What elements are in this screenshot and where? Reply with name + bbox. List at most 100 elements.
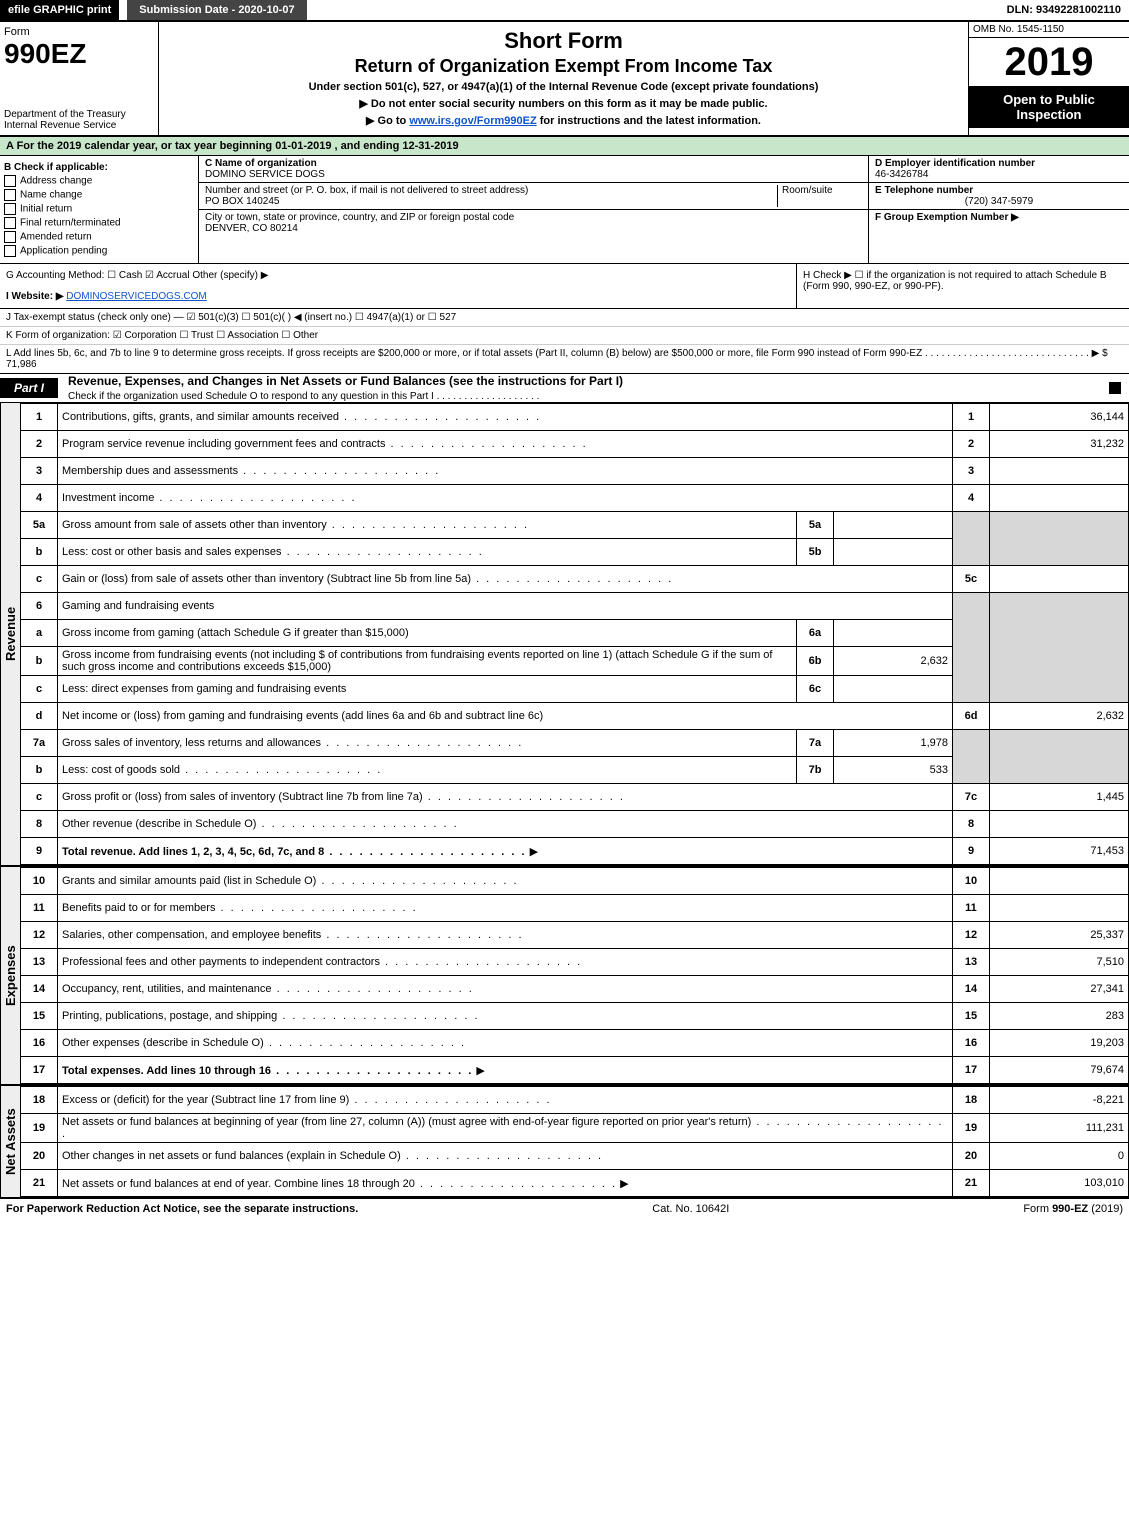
cb-name-change[interactable]: Name change [20,190,82,201]
line-8-desc: Other revenue (describe in Schedule O) [62,818,459,830]
row-g-h: G Accounting Method: ☐ Cash ☑ Accrual Ot… [0,264,1129,309]
submission-date: Submission Date - 2020-10-07 [127,0,306,20]
line-20-desc: Other changes in net assets or fund bala… [62,1150,603,1162]
header-left: Form 990EZ Department of the Treasury In… [0,22,159,135]
column-d-e-f: D Employer identification number 46-3426… [868,156,1129,263]
line-20: 20 Other changes in net assets or fund b… [21,1143,1129,1170]
open-to-public: Open to Public Inspection [969,86,1129,128]
cb-final-return[interactable]: Final return/terminated [20,218,121,229]
line-4-value [990,485,1129,512]
line-12-desc: Salaries, other compensation, and employ… [62,929,524,941]
line-4: 4 Investment income 4 [21,485,1129,512]
form-header: Form 990EZ Department of the Treasury In… [0,22,1129,137]
line-1: 1 Contributions, gifts, grants, and simi… [21,404,1129,431]
line-2-desc: Program service revenue including govern… [62,438,588,450]
line-7b-value: 533 [834,757,953,784]
irs-url-link[interactable]: www.irs.gov/Form990EZ [409,115,536,127]
line-7a: 7a Gross sales of inventory, less return… [21,730,1129,757]
line-2: 2 Program service revenue including gove… [21,431,1129,458]
footer: For Paperwork Reduction Act Notice, see … [0,1198,1129,1219]
period-line-a: A For the 2019 calendar year, or tax yea… [0,137,1129,156]
column-b-checkboxes: B Check if applicable: Address change Na… [0,156,199,263]
form-word: Form [4,26,30,38]
line-5b-value [834,539,953,566]
expenses-section: Expenses 10 Grants and similar amounts p… [0,867,1129,1086]
line-7c: c Gross profit or (loss) from sales of i… [21,784,1129,811]
line-21-value: 103,010 [990,1170,1129,1197]
phone-label: E Telephone number [875,185,973,196]
cb-initial-return[interactable]: Initial return [20,204,72,215]
line-1-desc: Contributions, gifts, grants, and simila… [62,411,541,423]
part-tag: Part I [0,378,58,398]
line-15: 15 Printing, publications, postage, and … [21,1003,1129,1030]
cb-application-pending[interactable]: Application pending [20,246,107,257]
line-12-value: 25,337 [990,922,1129,949]
line-6d-desc: Net income or (loss) from gaming and fun… [58,703,953,730]
line-1-value: 36,144 [990,404,1129,431]
line-10-desc: Grants and similar amounts paid (list in… [62,875,519,887]
line-5a-desc: Gross amount from sale of assets other t… [62,519,529,531]
line-18-desc: Excess or (deficit) for the year (Subtra… [62,1094,552,1106]
line-8-value [990,811,1129,838]
line-15-value: 283 [990,1003,1129,1030]
line-15-desc: Printing, publications, postage, and shi… [62,1010,480,1022]
cb-amended-return[interactable]: Amended return [20,232,92,243]
line-13-desc: Professional fees and other payments to … [62,956,582,968]
org-name-label: C Name of organization [205,158,317,169]
form-of-organization: K Form of organization: ☑ Corporation ☐ … [0,327,1129,345]
tax-year: 2019 [969,38,1129,86]
line-6d: d Net income or (loss) from gaming and f… [21,703,1129,730]
line-19: 19 Net assets or fund balances at beginn… [21,1114,1129,1143]
net-assets-table: 18 Excess or (deficit) for the year (Sub… [20,1086,1129,1197]
meta-rows: J Tax-exempt status (check only one) — ☑… [0,309,1129,374]
line-10-value [990,868,1129,895]
line-19-desc: Net assets or fund balances at beginning… [62,1116,943,1140]
line-21-desc: Net assets or fund balances at end of ye… [62,1178,617,1190]
part-check-line: Check if the organization used Schedule … [68,391,539,402]
efile-print-label[interactable]: efile GRAPHIC print [0,0,119,20]
revenue-side-label: Revenue [0,403,20,865]
goto-suffix: for instructions and the latest informat… [540,115,761,127]
line-17-value: 79,674 [990,1057,1129,1084]
line-2-value: 31,232 [990,431,1129,458]
schedule-o-checkbox[interactable] [1109,382,1121,394]
line-9-desc: Total revenue. Add lines 1, 2, 3, 4, 5c,… [62,846,527,858]
cb-address-change[interactable]: Address change [20,176,92,187]
group-exemption-label: F Group Exemption Number ▶ [875,212,1019,223]
website-link[interactable]: DOMINOSERVICEDOGS.COM [66,291,206,302]
line-14-desc: Occupancy, rent, utilities, and maintena… [62,983,474,995]
line-6c-value [834,676,953,703]
paperwork-notice: For Paperwork Reduction Act Notice, see … [6,1203,358,1215]
net-assets-section: Net Assets 18 Excess or (deficit) for th… [0,1086,1129,1198]
line-7c-desc: Gross profit or (loss) from sales of inv… [62,791,625,803]
line-18: 18 Excess or (deficit) for the year (Sub… [21,1087,1129,1114]
line-5c: c Gain or (loss) from sale of assets oth… [21,566,1129,593]
line-11-value [990,895,1129,922]
line-3-desc: Membership dues and assessments [62,465,440,477]
line-6a-value [834,620,953,647]
line-13: 13 Professional fees and other payments … [21,949,1129,976]
city-value: DENVER, CO 80214 [205,223,298,234]
phone-value: (720) 347-5979 [875,196,1123,207]
line-14-value: 27,341 [990,976,1129,1003]
line-18-value: -8,221 [990,1087,1129,1114]
gross-receipts-note: L Add lines 5b, 6c, and 7b to line 9 to … [0,345,1129,373]
line-6d-value: 2,632 [990,703,1129,730]
part-1-header: Part I Revenue, Expenses, and Changes in… [0,374,1129,403]
org-name-value: DOMINO SERVICE DOGS [205,169,325,180]
line-9-value: 71,453 [990,838,1129,865]
irs-label: Internal Revenue Service [4,120,116,131]
form-version: Form 990-EZ (2019) [1023,1203,1123,1215]
check-if-applicable-label: B Check if applicable: [4,162,108,173]
revenue-table: 1 Contributions, gifts, grants, and simi… [20,403,1129,865]
website-label: I Website: ▶ [6,291,64,302]
line-3: 3 Membership dues and assessments 3 [21,458,1129,485]
tax-exempt-status: J Tax-exempt status (check only one) — ☑… [0,309,1129,327]
line-11-desc: Benefits paid to or for members [62,902,418,914]
room-suite-label: Room/suite [782,185,833,196]
header-center: Short Form Return of Organization Exempt… [159,22,968,135]
schedule-b-check: H Check ▶ ☐ if the organization is not r… [796,264,1129,308]
cat-number: Cat. No. 10642I [652,1203,729,1215]
line-14: 14 Occupancy, rent, utilities, and maint… [21,976,1129,1003]
title-short-form: Short Form [163,28,964,54]
